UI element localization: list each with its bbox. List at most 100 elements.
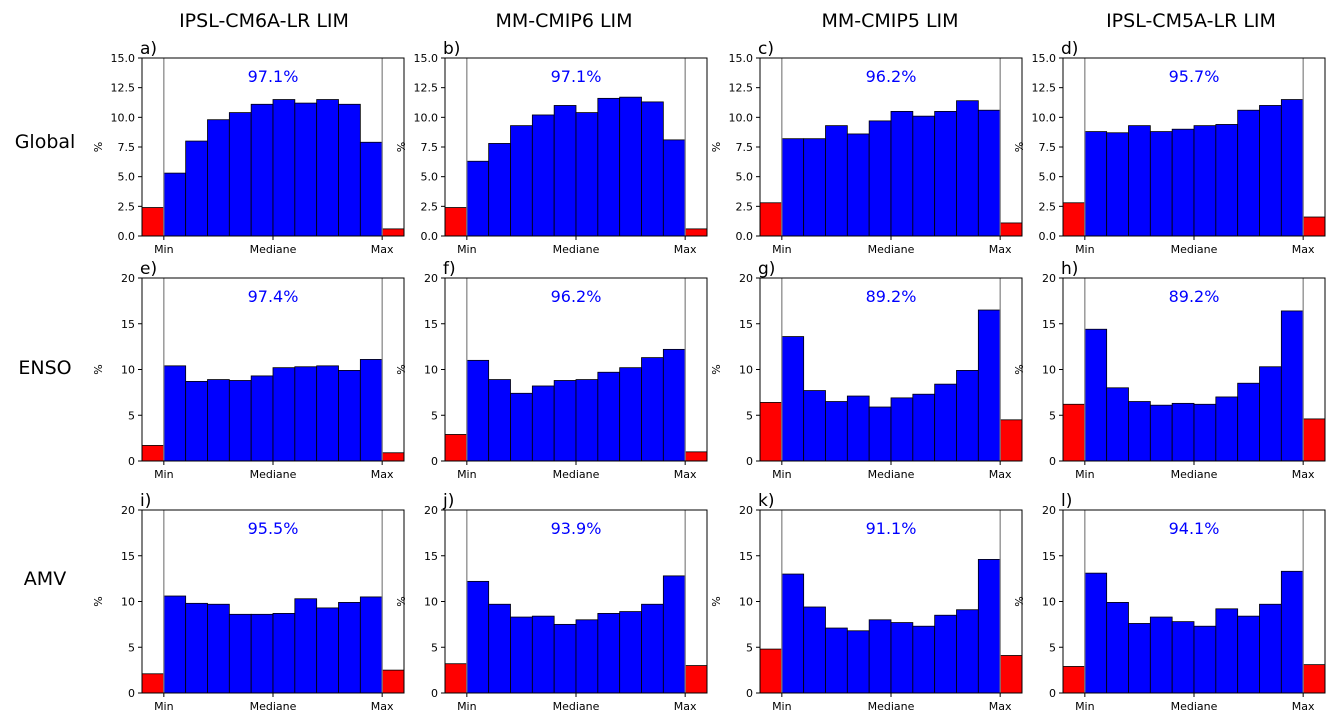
x-tick-label: Mediane	[553, 468, 600, 481]
bar-below-min	[759, 202, 783, 237]
y-axis-label: %	[92, 364, 105, 374]
bar-bin	[316, 99, 339, 237]
bar-below-min	[759, 648, 783, 694]
bar-bin	[185, 602, 208, 694]
y-axis-label: %	[395, 596, 408, 606]
percent-annotation: 97.4%	[248, 287, 299, 306]
bar-bin	[338, 370, 361, 462]
y-axis-label: %	[1013, 596, 1026, 606]
bar-bin	[1259, 366, 1282, 462]
x-tick-label: Mediane	[553, 243, 600, 256]
bar-above-max	[684, 451, 708, 462]
x-tick-label: Mediane	[868, 243, 915, 256]
x-tick-label: Max	[371, 700, 394, 713]
bar-bin	[338, 602, 361, 694]
y-axis-label: %	[710, 142, 723, 152]
bar-bin	[1237, 382, 1260, 462]
bar-bin	[1084, 572, 1108, 694]
percent-annotation: 96.2%	[551, 287, 602, 306]
bar-bin	[359, 596, 383, 694]
bar-bin	[1193, 403, 1217, 462]
x-tick-label: Max	[1292, 243, 1315, 256]
y-tick-label: 10.0	[1032, 111, 1057, 124]
y-tick-label: 5	[431, 409, 438, 422]
bar-above-max	[684, 665, 708, 694]
y-tick-label: 7.5	[421, 141, 439, 154]
bar-bin	[466, 580, 490, 694]
percent-annotation: 95.7%	[1169, 67, 1220, 86]
y-tick-label: 12.5	[1032, 82, 1057, 95]
bar-above-max	[381, 452, 405, 462]
x-tick-label: Min	[457, 468, 477, 481]
bar-bin	[316, 365, 339, 462]
y-tick-label: 10.0	[111, 111, 136, 124]
bar-bin	[1084, 328, 1108, 462]
y-tick-label: 5.0	[421, 171, 439, 184]
y-tick-label: 0	[746, 687, 753, 700]
x-tick-label: Max	[674, 700, 697, 713]
percent-annotation: 95.5%	[248, 519, 299, 538]
y-tick-label: 15	[1042, 550, 1056, 563]
y-tick-label: 0	[431, 687, 438, 700]
bar-bin	[510, 616, 533, 694]
bar-bin	[912, 625, 936, 694]
column-title-1: IPSL-CM6A-LR LIM	[179, 10, 349, 32]
bar-below-min	[141, 207, 165, 237]
bar-bin	[228, 112, 252, 237]
bar-bin	[1193, 125, 1217, 237]
bar-bin	[803, 390, 826, 462]
x-tick-label: Max	[989, 700, 1012, 713]
y-tick-label: 2.5	[118, 200, 136, 213]
x-tick-label: Min	[154, 468, 174, 481]
bar-above-max	[381, 228, 405, 237]
bar-bin	[890, 111, 914, 237]
bar-bin	[803, 606, 826, 694]
bar-bin	[338, 103, 361, 237]
bar-bin	[619, 367, 642, 462]
bar-bin	[868, 120, 892, 237]
bar-below-min	[1062, 202, 1086, 237]
y-tick-label: 12.5	[111, 82, 136, 95]
bar-below-min	[444, 663, 468, 694]
bar-bin	[488, 603, 511, 694]
x-tick-label: Mediane	[868, 468, 915, 481]
x-tick-label: Min	[154, 700, 174, 713]
y-tick-label: 2.5	[1039, 200, 1057, 213]
y-axis-label: %	[92, 142, 105, 152]
bar-bin	[207, 119, 230, 237]
percent-annotation: 89.2%	[1169, 287, 1220, 306]
bar-bin	[1193, 625, 1217, 694]
bar-bin	[1259, 603, 1282, 694]
bar-bin	[207, 379, 230, 462]
bar-bin	[250, 613, 274, 694]
panel-label: l)	[1061, 491, 1072, 511]
y-tick-label: 10	[121, 364, 135, 377]
panel-label: g)	[758, 259, 775, 279]
bar-bin	[1128, 401, 1151, 462]
bar-bin	[1280, 570, 1304, 694]
bar-bin	[553, 105, 577, 237]
bar-bin	[662, 139, 686, 237]
panel-label: e)	[140, 259, 157, 279]
bar-above-max	[999, 655, 1023, 694]
y-tick-label: 5	[1049, 641, 1056, 654]
percent-annotation: 96.2%	[866, 67, 917, 86]
bar-bin	[1106, 387, 1129, 462]
bar-bin	[825, 627, 848, 694]
bar-bin	[868, 619, 892, 694]
y-tick-label: 2.5	[736, 200, 754, 213]
x-tick-label: Mediane	[1171, 243, 1218, 256]
percent-annotation: 94.1%	[1169, 519, 1220, 538]
bar-bin	[825, 401, 848, 462]
y-tick-label: 20	[121, 504, 135, 517]
bar-below-min	[141, 445, 165, 462]
y-tick-label: 20	[739, 504, 753, 517]
panel-label: c)	[758, 39, 774, 59]
y-tick-label: 2.5	[421, 200, 439, 213]
x-tick-label: Mediane	[250, 700, 297, 713]
x-tick-label: Max	[674, 243, 697, 256]
x-tick-label: Mediane	[250, 243, 297, 256]
bar-above-max	[381, 669, 405, 694]
y-tick-label: 15.0	[111, 52, 136, 65]
